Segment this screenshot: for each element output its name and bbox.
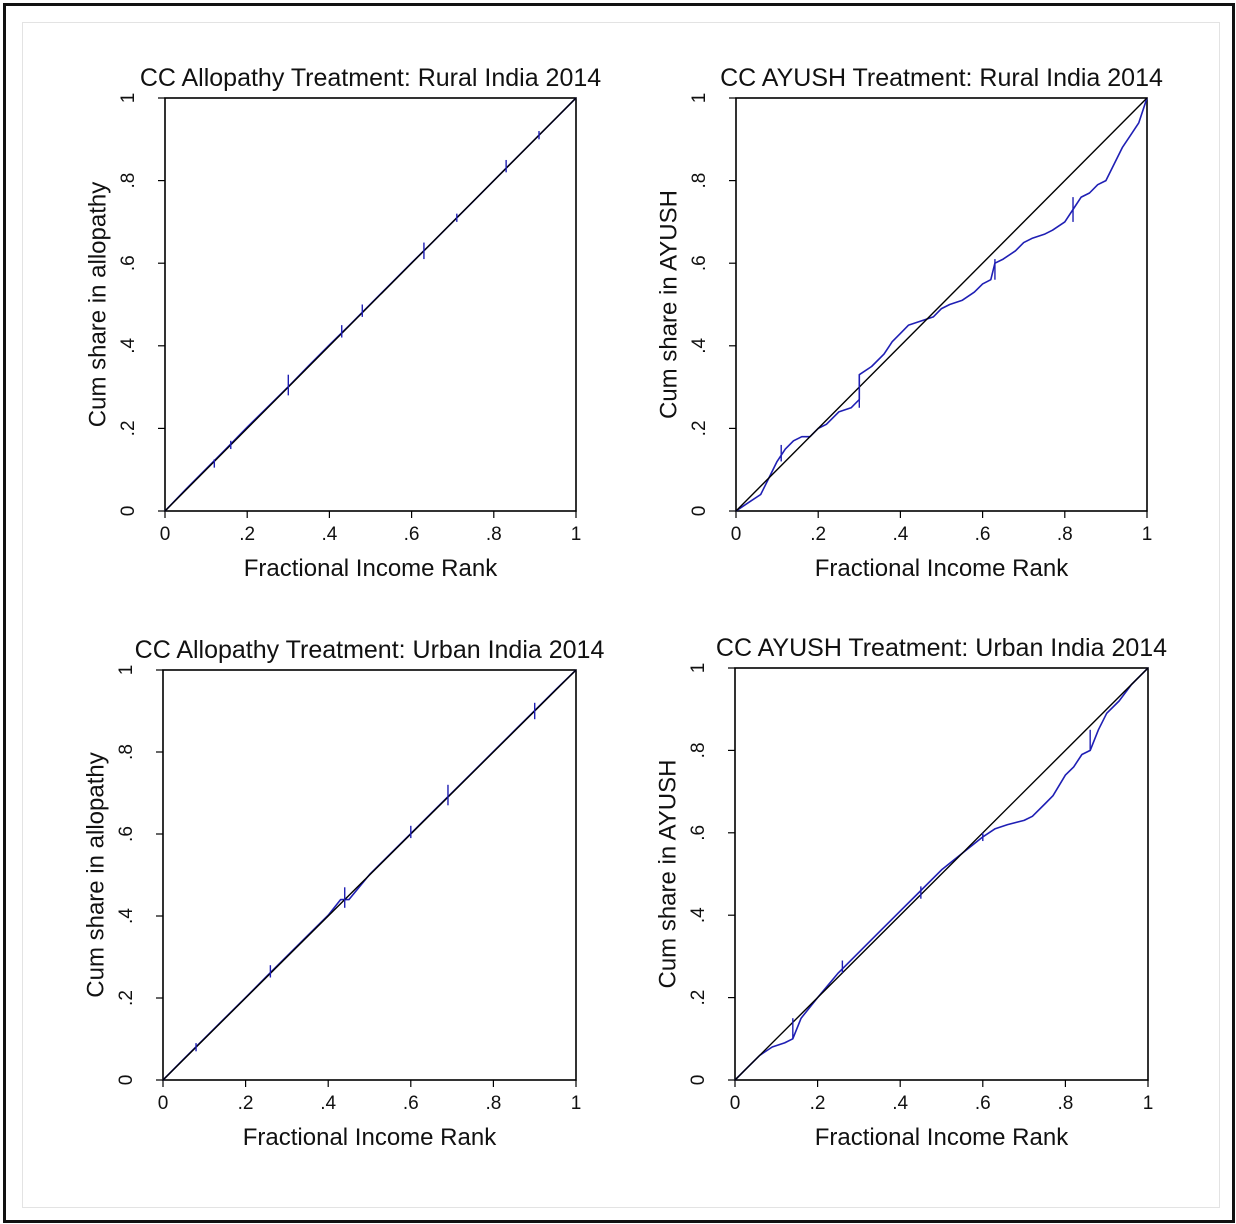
x-tick-label: .6 bbox=[404, 524, 420, 545]
chart-panel-rural-ayush: CC AYUSH Treatment: Rural India 2014 0 .2.… bbox=[655, 64, 1163, 582]
concentration-curve bbox=[735, 97, 1148, 512]
y-tick-label: 1 bbox=[689, 93, 710, 104]
x-tick-label: .6 bbox=[975, 524, 991, 545]
x-tick-label: .4 bbox=[320, 1093, 336, 1114]
y-tick-label: .6 bbox=[116, 826, 137, 842]
x-axis-title: Fractional Income Rank bbox=[243, 1124, 497, 1151]
y-tick-label: .6 bbox=[689, 255, 710, 271]
y-tick-label: 1 bbox=[688, 663, 709, 674]
y-tick-label: .8 bbox=[689, 173, 710, 189]
y-tick-label: .2 bbox=[689, 420, 710, 436]
x-tick-label: .6 bbox=[975, 1093, 991, 1114]
y-tick-label: .8 bbox=[118, 173, 139, 189]
chart-title: CC AYUSH Treatment: Urban India 2014 bbox=[716, 634, 1167, 662]
y-axis-title: Cum share in AYUSH bbox=[654, 760, 681, 989]
x-tick-label: .2 bbox=[238, 1093, 254, 1114]
x-tick-label: 1 bbox=[1143, 1093, 1154, 1114]
x-tick-label: .8 bbox=[1057, 1093, 1073, 1114]
x-tick-label: 1 bbox=[1142, 524, 1153, 545]
y-tick-label: 0 bbox=[116, 1075, 137, 1086]
x-tick-label: 0 bbox=[158, 1093, 169, 1114]
x-tick-label: 0 bbox=[730, 1093, 741, 1114]
chart-panel-rural-allopathy: CC Allopathy Treatment: Rural India 2014… bbox=[84, 64, 601, 582]
x-tick-label: 0 bbox=[160, 524, 171, 545]
y-tick-label: .4 bbox=[689, 337, 710, 353]
x-axis-title: Fractional Income Rank bbox=[244, 555, 498, 582]
x-tick-label: .8 bbox=[1057, 524, 1073, 545]
y-tick-label: .8 bbox=[116, 744, 137, 760]
chart-title: CC Allopathy Treatment: Urban India 2014 bbox=[135, 636, 605, 664]
y-tick-label: .8 bbox=[688, 742, 709, 758]
y-axis-title: Cum share in allopathy bbox=[82, 752, 109, 997]
x-tick-label: 0 bbox=[731, 524, 742, 545]
line-of-equality bbox=[735, 97, 1148, 512]
y-tick-label: .4 bbox=[688, 907, 709, 923]
x-tick-label: .8 bbox=[486, 524, 502, 545]
y-tick-label: 0 bbox=[689, 506, 710, 517]
x-tick-label: 1 bbox=[571, 524, 582, 545]
chart-title: CC Allopathy Treatment: Rural India 2014 bbox=[140, 64, 601, 92]
x-tick-label: .2 bbox=[810, 1093, 826, 1114]
y-tick-label: .6 bbox=[118, 255, 139, 271]
line-of-equality bbox=[734, 667, 1149, 1081]
x-axis-title: Fractional Income Rank bbox=[815, 555, 1069, 582]
y-tick-label: .2 bbox=[118, 420, 139, 436]
x-axis-title: Fractional Income Rank bbox=[815, 1124, 1069, 1151]
x-tick-label: .4 bbox=[892, 524, 908, 545]
y-tick-label: 0 bbox=[118, 506, 139, 517]
y-tick-label: .4 bbox=[118, 337, 139, 353]
x-tick-label: .4 bbox=[321, 524, 337, 545]
x-tick-label: 1 bbox=[571, 1093, 582, 1114]
y-tick-label: .2 bbox=[688, 990, 709, 1006]
y-tick-label: 1 bbox=[118, 93, 139, 104]
chart-panel-urban-ayush: CC AYUSH Treatment: Urban India 2014 0 .2.… bbox=[654, 634, 1167, 1151]
y-axis-title: Cum share in allopathy bbox=[84, 182, 111, 427]
y-axis-title: Cum share in AYUSH bbox=[655, 190, 682, 419]
x-tick-label: .2 bbox=[239, 524, 255, 545]
y-tick-label: .4 bbox=[116, 908, 137, 924]
x-tick-label: .2 bbox=[810, 524, 826, 545]
y-tick-label: .6 bbox=[688, 825, 709, 841]
x-tick-label: .4 bbox=[892, 1093, 908, 1114]
y-tick-label: 0 bbox=[688, 1075, 709, 1086]
chart-title: CC AYUSH Treatment: Rural India 2014 bbox=[720, 64, 1163, 92]
line-of-equality bbox=[164, 97, 577, 512]
chart-panel-urban-allopathy: CC Allopathy Treatment: Urban India 2014… bbox=[82, 636, 604, 1151]
y-tick-label: 1 bbox=[116, 665, 137, 676]
x-tick-label: .6 bbox=[403, 1093, 419, 1114]
x-tick-label: .8 bbox=[485, 1093, 501, 1114]
line-of-equality bbox=[162, 669, 577, 1081]
y-tick-label: .2 bbox=[116, 990, 137, 1006]
